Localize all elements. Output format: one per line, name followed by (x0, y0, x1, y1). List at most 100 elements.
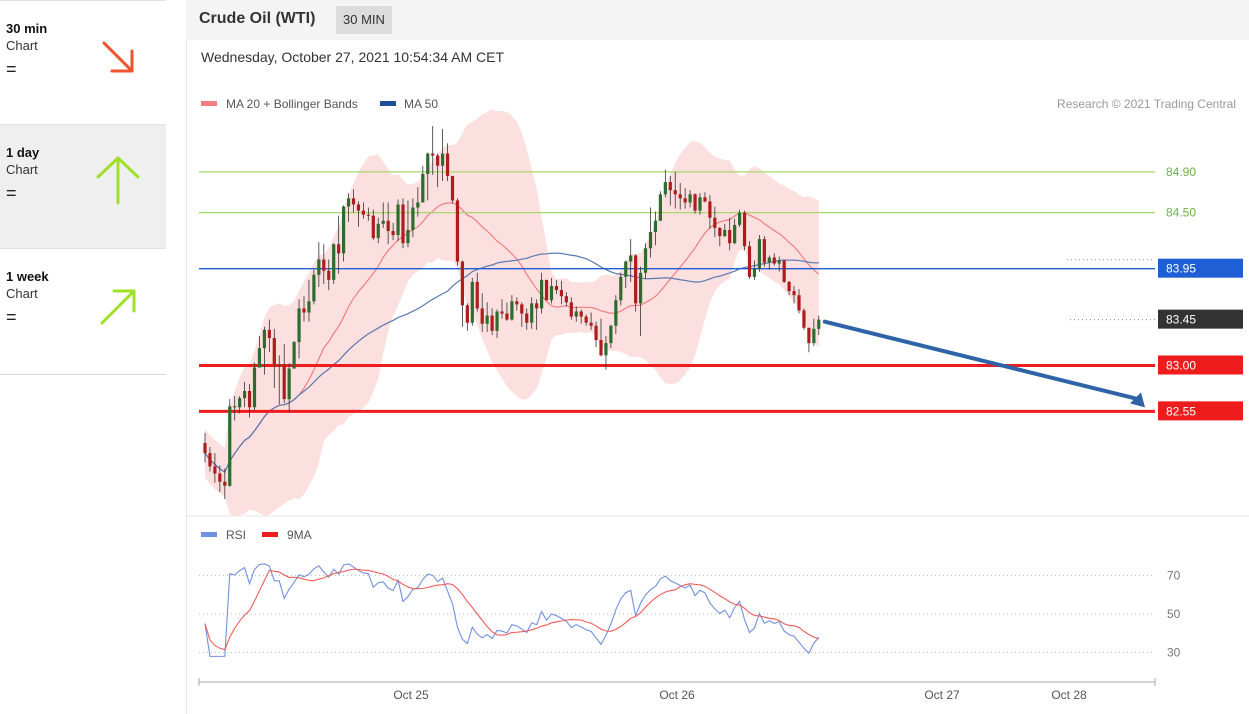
candle-body (490, 315, 494, 331)
resistance-level-label: 84.50 (1166, 206, 1196, 220)
candle-body (668, 182, 672, 191)
candle-body (282, 364, 286, 400)
candle-body (445, 153, 450, 176)
candle-body (752, 268, 757, 277)
candle-body (599, 340, 603, 356)
candle-body (337, 244, 341, 254)
candle-body (213, 466, 217, 474)
candle-body (673, 190, 677, 195)
candle-body (569, 302, 573, 317)
candle-body (678, 194, 682, 199)
candle-body (584, 316, 588, 323)
candle-body (277, 364, 281, 366)
timeframe-status: = (6, 307, 17, 327)
candle-body (361, 210, 365, 215)
candle-body (243, 390, 247, 399)
candle-body (297, 308, 301, 343)
candle-body (807, 327, 811, 344)
rsi-legend: RSI 9MA (201, 528, 312, 542)
candle-body (495, 311, 499, 331)
moving-averages (204, 202, 820, 474)
candle-body (381, 220, 385, 224)
timeframe-sub: Chart (6, 38, 38, 53)
candle-body (441, 153, 445, 166)
candle-body (549, 286, 554, 301)
candle-body (817, 319, 821, 329)
rsi-tick-label: 70 (1167, 568, 1181, 582)
rsi-legend-swatch (201, 532, 217, 537)
timeframe-status: = (6, 183, 17, 203)
resistance-level-label: 84.90 (1166, 165, 1196, 179)
ma20-legend-swatch (201, 101, 217, 106)
timeframe-sub: Chart (6, 286, 38, 301)
candle-body (455, 200, 460, 262)
timeframe-1day[interactable]: 1 day Chart = (0, 124, 166, 248)
candle-body (252, 367, 257, 408)
timeframe-1week[interactable]: 1 week Chart = (0, 248, 166, 372)
candle-body (782, 260, 786, 282)
candle-body (292, 342, 296, 369)
candle-body (520, 304, 524, 314)
candle-body (401, 204, 405, 244)
timeframe-label: 30 min (6, 21, 48, 36)
main-legend: MA 20 + Bollinger Bands MA 50 Research ©… (201, 97, 1236, 111)
candle-body (267, 329, 271, 338)
ma50-line (204, 252, 819, 474)
candle-body (322, 259, 326, 271)
candle-body (450, 175, 455, 201)
last-price-tag (1158, 309, 1243, 329)
candle-body (351, 198, 356, 205)
candle-body (436, 155, 440, 166)
forecast-arrow (822, 319, 1145, 408)
candle-body (564, 296, 568, 303)
candle-body (554, 286, 559, 291)
candle-body (777, 260, 781, 264)
candle-body (223, 481, 227, 486)
candle-body (658, 194, 662, 221)
candle-body (228, 406, 232, 486)
candle-body (574, 311, 578, 317)
candle-body (391, 230, 395, 236)
candle-body (698, 197, 702, 211)
candle-body (787, 281, 791, 292)
candle-body (465, 305, 469, 323)
candle-body (257, 348, 262, 368)
candle-body (742, 212, 747, 247)
time-axis: Oct 25 Oct 26 Oct 27 Oct 28 (198, 678, 1156, 702)
rsi-ma-legend-label: 9MA (287, 528, 312, 542)
pivot-level-label: 83.95 (1166, 262, 1196, 276)
candle-body (366, 214, 370, 216)
candle-body (802, 310, 806, 328)
timeframe-label: 1 day (6, 145, 40, 160)
rsi-ma-legend-swatch (262, 532, 278, 537)
candle-body (431, 153, 435, 156)
candle-body (589, 322, 593, 326)
candle-body (480, 308, 484, 324)
time-tick-label: Oct 27 (924, 688, 960, 702)
candle-body (693, 194, 697, 211)
timeframe-badge[interactable]: 30 MIN (336, 6, 392, 34)
candle-body (525, 313, 529, 323)
candle-body (634, 255, 638, 304)
timeframe-30min[interactable]: 30 min Chart = (0, 0, 166, 124)
candle-body (332, 244, 336, 280)
candle-body (594, 325, 598, 341)
candle-body (262, 329, 266, 349)
candle-body (703, 197, 707, 202)
chart-datetime: Wednesday, October 27, 2021 10:54:34 AM … (201, 49, 504, 65)
time-tick-label: Oct 25 (393, 688, 429, 702)
rsi-legend-label: RSI (226, 528, 246, 542)
candle-body (614, 300, 618, 326)
ma50-legend-label: MA 50 (404, 97, 438, 111)
timeframe-sub: Chart (6, 162, 38, 177)
candle-body (396, 204, 400, 236)
candle-body (792, 291, 796, 296)
candle-body (708, 201, 712, 218)
arrow-up-icon (96, 156, 140, 205)
candle-body (757, 239, 761, 269)
candle-body (208, 453, 212, 467)
candle-body (619, 276, 623, 301)
candle-body (540, 279, 544, 309)
candle-body (411, 207, 415, 230)
